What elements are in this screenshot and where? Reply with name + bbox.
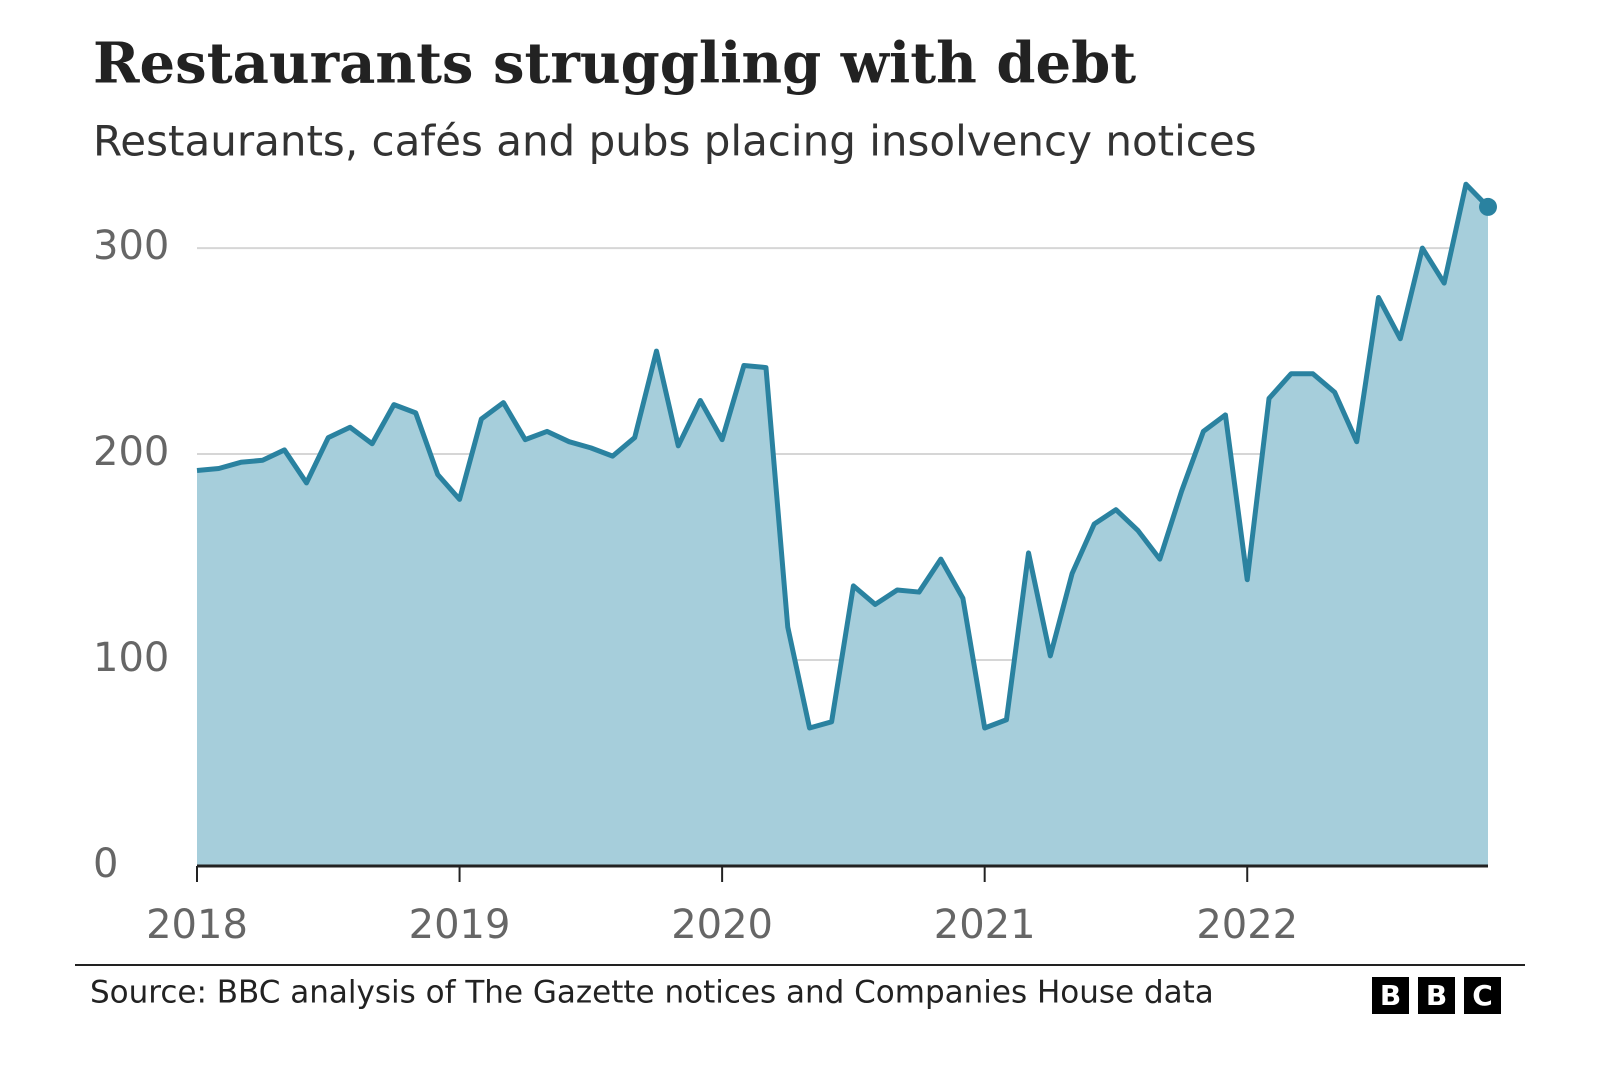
y-tick-label: 200 xyxy=(93,429,169,475)
y-tick-label: 100 xyxy=(93,635,169,681)
chart-title: Restaurants struggling with debt xyxy=(93,31,1136,97)
logo-box xyxy=(1464,977,1501,1014)
x-tick-label: 2020 xyxy=(671,902,773,948)
y-tick-label: 300 xyxy=(93,223,169,269)
end-point xyxy=(1479,197,1497,216)
logo-box xyxy=(1418,977,1455,1014)
x-tick-label: 2021 xyxy=(934,902,1036,948)
line xyxy=(196,181,1490,731)
source: Source: BBC analysis of The Gazette noti… xyxy=(90,975,1214,1011)
area xyxy=(197,184,1488,867)
x-tick-label: 2022 xyxy=(1196,902,1298,948)
logo-letter: B xyxy=(1426,979,1447,1012)
chart-subtitle: Restaurants, cafés and pubs placing inso… xyxy=(93,117,1257,166)
y-tick-label: 0 xyxy=(93,841,118,887)
logo-box xyxy=(1372,977,1409,1014)
x-tick-label: 2019 xyxy=(409,902,511,948)
logo-letter: C xyxy=(1472,979,1493,1012)
x-tick-label: 2018 xyxy=(146,902,248,948)
logo-letter: B xyxy=(1380,979,1401,1012)
